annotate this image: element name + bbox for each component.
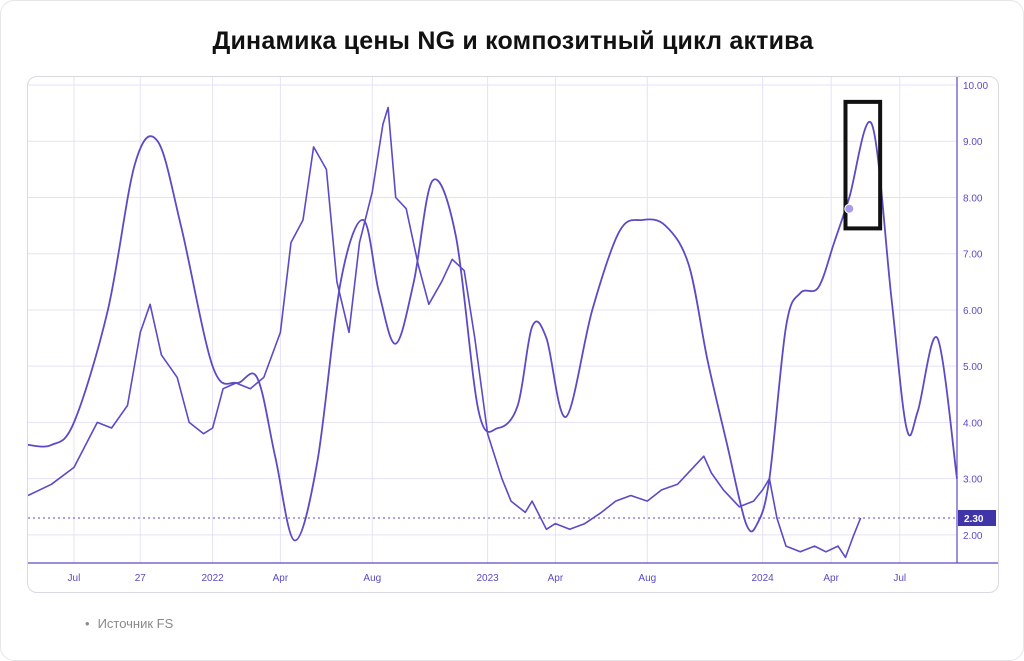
x-tick-label: Apr xyxy=(548,573,564,584)
x-tick-label: Jul xyxy=(893,573,906,584)
price-line xyxy=(28,106,862,559)
x-tick-label: Jul xyxy=(68,573,81,584)
x-tick-label: 2023 xyxy=(476,573,499,584)
x-tick-label: Aug xyxy=(363,573,381,584)
highlight-box xyxy=(843,99,883,231)
y-tick-label: 8.00 xyxy=(963,193,983,204)
source-note: • Источник FS xyxy=(85,616,173,631)
chart-frame: 2.00 3.00 4.00 5.00 6.00 7.00 8.00 9.00 10.00 Jul… xyxy=(27,76,999,593)
y-tick-label: 3.00 xyxy=(963,475,983,486)
x-tick-label: Apr xyxy=(823,573,839,584)
y-tick-label: 4.00 xyxy=(963,418,983,429)
y-tick-label: 5.00 xyxy=(963,362,983,373)
y-tick-label: 2.00 xyxy=(963,531,983,542)
x-tick-label: Aug xyxy=(638,573,656,584)
x-tick-label: 27 xyxy=(135,573,147,584)
x-tick-label: Apr xyxy=(273,573,289,584)
current-price-badge xyxy=(958,510,996,527)
y-tick-label: 6.00 xyxy=(963,306,983,317)
y-tick-label: 10.00 xyxy=(963,81,988,92)
x-tick-label: 2024 xyxy=(751,573,774,584)
chart-title: Динамика цены NG и композитный цикл акти… xyxy=(212,27,814,55)
current-price-label: 2.30 xyxy=(964,514,984,525)
x-tick-label: 2022 xyxy=(201,573,224,584)
cycle-line xyxy=(28,120,958,542)
y-tick-label: 7.00 xyxy=(963,250,983,261)
y-tick-label: 9.00 xyxy=(963,137,983,148)
price-chart: 2.00 3.00 4.00 5.00 6.00 7.00 8.00 9.00 10.00 Jul… xyxy=(28,77,998,584)
marker-point xyxy=(844,203,855,214)
bullet-icon: • xyxy=(85,616,90,631)
source-label: Источник FS xyxy=(97,616,174,631)
